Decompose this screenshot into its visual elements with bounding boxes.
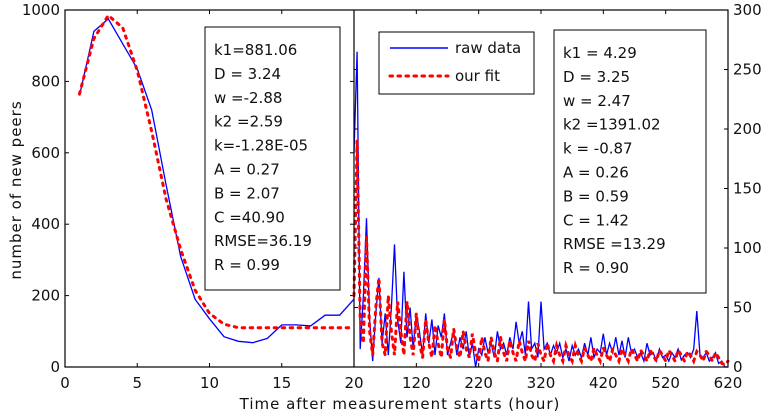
y-tick-label: 200	[31, 287, 60, 305]
y-tick-label: 1000	[22, 1, 60, 19]
parameter-text: RMSE=36.19	[214, 232, 312, 250]
parameter-text: w =-2.88	[214, 89, 282, 107]
x-tick-label: 520	[651, 374, 680, 392]
parameter-text: A = 0.26	[563, 164, 629, 182]
x-tick-label: 220	[464, 374, 493, 392]
parameter-text: k1 = 4.29	[563, 44, 637, 62]
legend-raw-label: raw data	[455, 39, 521, 57]
y-tick-label: 50	[733, 299, 752, 317]
x-tick-label: 320	[527, 374, 556, 392]
y-tick-label: 800	[31, 72, 60, 90]
left-parameter-box: k1=881.06 D = 3.24 w =-2.88 k2 =2.59 k=-1.28…	[204, 26, 341, 291]
plot-frame	[64, 9, 729, 368]
parameter-text: C =40.90	[214, 208, 285, 226]
y-axis-label: number of new peers	[7, 100, 25, 279]
parameter-text: D = 3.24	[214, 65, 281, 83]
our-fit-line-left	[78, 13, 356, 330]
parameter-text: C = 1.42	[563, 211, 629, 229]
x-tick-label: 20	[344, 374, 363, 392]
x-tick-label: 5	[132, 374, 142, 392]
parameter-text: B = 0.59	[563, 187, 629, 205]
parameter-text: k = -0.87	[563, 140, 633, 158]
parameter-text: A = 0.27	[214, 161, 280, 179]
y-tick-label: 300	[733, 1, 762, 19]
y-tick-label: 600	[31, 144, 60, 162]
parameter-text: k2 =2.59	[214, 113, 283, 131]
raw-data-line-left	[78, 17, 355, 344]
parameter-text: w = 2.47	[563, 92, 631, 110]
x-tick-label: 120	[402, 374, 431, 392]
right-parameter-box: k1 = 4.29 D = 3.25 w = 2.47 k2 =1391.02 k = …	[553, 29, 707, 294]
parameter-text: R = 0.90	[563, 259, 629, 277]
y-tick-label: 0	[733, 358, 743, 376]
y-tick-label: 200	[733, 120, 762, 138]
y-tick-label: 150	[733, 180, 762, 198]
y-tick-label: 0	[50, 358, 60, 376]
x-tick-label: 15	[272, 374, 291, 392]
parameter-text: k1=881.06	[214, 41, 297, 59]
parameter-text: k2 =1391.02	[563, 116, 661, 134]
legend: raw data our fit	[378, 31, 535, 95]
our-fit-line-right	[352, 140, 730, 367]
x-tick-label: 0	[60, 374, 70, 392]
parameter-text: B = 2.07	[214, 184, 280, 202]
x-tick-label: 620	[714, 374, 743, 392]
y-tick-label: 250	[733, 61, 762, 79]
x-tick-label: 10	[200, 374, 219, 392]
y-tick-label: 400	[31, 215, 60, 233]
parameter-text: D = 3.25	[563, 68, 630, 86]
legend-fit-label: our fit	[455, 67, 500, 85]
y-tick-label: 100	[733, 239, 762, 257]
x-tick-label: 420	[589, 374, 618, 392]
parameter-text: R = 0.99	[214, 256, 280, 274]
x-axis-label: Time after measurement starts (hour)	[239, 395, 561, 413]
parameter-text: RMSE =13.29	[563, 235, 666, 253]
parameter-text: k=-1.28E-05	[214, 137, 308, 155]
